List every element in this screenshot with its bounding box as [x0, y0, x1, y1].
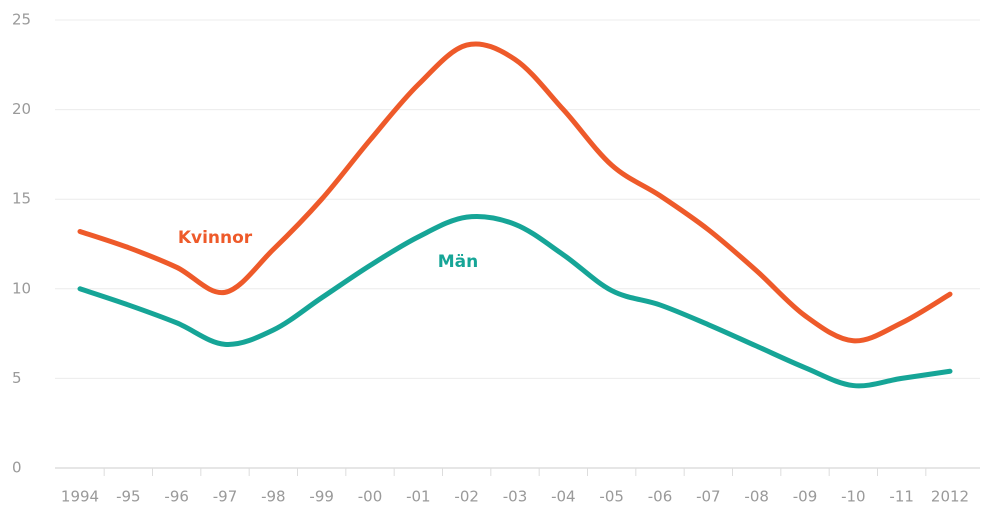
x-tick-label: -96 — [164, 488, 189, 506]
x-tick-label: -10 — [841, 488, 866, 506]
x-tick-label: -05 — [599, 488, 624, 506]
x-tick-label: 2012 — [931, 488, 969, 506]
x-tick-label: -07 — [696, 488, 721, 506]
y-tick-label: 20 — [12, 100, 31, 118]
line-series — [77, 213, 953, 389]
x-tick-label: -04 — [551, 488, 576, 506]
y-tick-label: 15 — [12, 190, 31, 208]
x-tick-label: -09 — [793, 488, 818, 506]
x-tick-label: -01 — [406, 488, 431, 506]
x-tick-label: -08 — [744, 488, 769, 506]
x-tick-label: -11 — [889, 488, 914, 506]
series-label: Män — [438, 252, 479, 272]
x-tick-label: -95 — [116, 488, 141, 506]
y-tick-label: 10 — [12, 279, 31, 297]
y-tick-label: 5 — [12, 369, 22, 387]
x-tick-label: -00 — [358, 488, 383, 506]
x-tick-label: -98 — [261, 488, 286, 506]
x-tick-label: -03 — [503, 488, 528, 506]
x-tick-label: -97 — [213, 488, 238, 506]
x-tick-label: -06 — [648, 488, 673, 506]
y-tick-label: 25 — [12, 11, 31, 29]
line-series — [77, 41, 953, 344]
x-tick-label: -02 — [454, 488, 479, 506]
y-tick-label: 0 — [12, 459, 22, 477]
series-label: Kvinnor — [178, 228, 253, 248]
x-tick-label: 1994 — [61, 488, 99, 506]
x-tick-label: -99 — [309, 488, 334, 506]
